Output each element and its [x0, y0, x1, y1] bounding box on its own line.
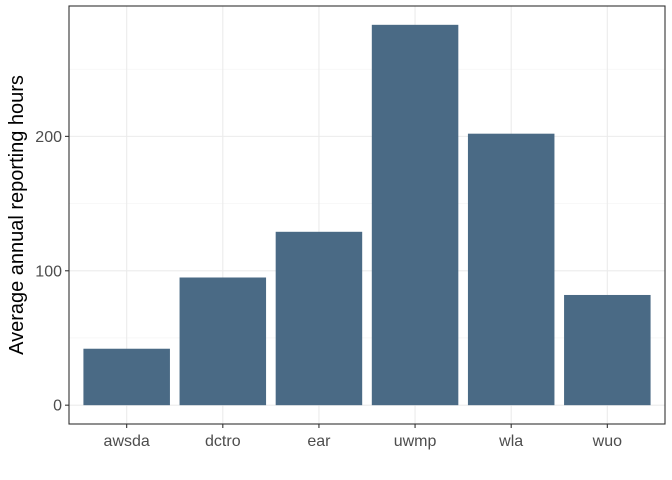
x-tick-label: dctro	[205, 433, 241, 450]
x-tick-label: wuo	[592, 433, 622, 450]
bar-dctro	[179, 277, 267, 406]
bar-ear	[275, 231, 363, 406]
y-tick-label: 200	[35, 129, 62, 146]
bar-wuo	[564, 294, 651, 406]
y-axis: 0 100 200	[35, 129, 69, 415]
bar-awsda	[83, 348, 170, 406]
x-axis: awsda dctro ear uwmp wla wuo	[104, 424, 622, 450]
bar-uwmp	[371, 24, 459, 406]
x-tick-label: ear	[307, 433, 331, 450]
x-tick-label: wla	[498, 433, 523, 450]
y-axis-title: Average annual reporting hours	[6, 75, 28, 355]
y-tick-label: 0	[53, 398, 62, 415]
panel-border	[68, 5, 666, 425]
bars	[83, 24, 651, 406]
x-tick-label: uwmp	[394, 433, 437, 450]
bar-wla	[467, 133, 555, 406]
y-tick-label: 100	[35, 263, 62, 280]
x-tick-label: awsda	[104, 433, 150, 450]
